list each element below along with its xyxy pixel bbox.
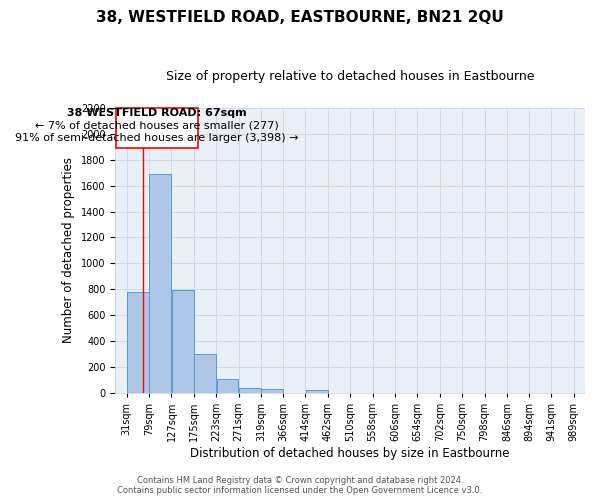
Bar <box>262 389 283 393</box>
Title: Size of property relative to detached houses in Eastbourne: Size of property relative to detached ho… <box>166 70 535 83</box>
Text: 91% of semi-detached houses are larger (3,398) →: 91% of semi-detached houses are larger (… <box>16 133 299 143</box>
Bar <box>149 174 171 393</box>
Y-axis label: Number of detached properties: Number of detached properties <box>62 158 76 344</box>
Text: 38, WESTFIELD ROAD, EASTBOURNE, BN21 2QU: 38, WESTFIELD ROAD, EASTBOURNE, BN21 2QU <box>96 10 504 25</box>
Text: Contains HM Land Registry data © Crown copyright and database right 2024.
Contai: Contains HM Land Registry data © Crown c… <box>118 476 482 495</box>
Text: 38 WESTFIELD ROAD: 67sqm: 38 WESTFIELD ROAD: 67sqm <box>67 108 247 118</box>
Bar <box>127 292 149 393</box>
Bar <box>116 108 199 148</box>
Bar <box>217 378 238 393</box>
Bar <box>172 290 194 393</box>
Bar <box>194 354 216 393</box>
Bar <box>239 388 261 393</box>
Bar <box>305 390 328 393</box>
Text: ← 7% of detached houses are smaller (277): ← 7% of detached houses are smaller (277… <box>35 120 279 130</box>
X-axis label: Distribution of detached houses by size in Eastbourne: Distribution of detached houses by size … <box>190 447 510 460</box>
